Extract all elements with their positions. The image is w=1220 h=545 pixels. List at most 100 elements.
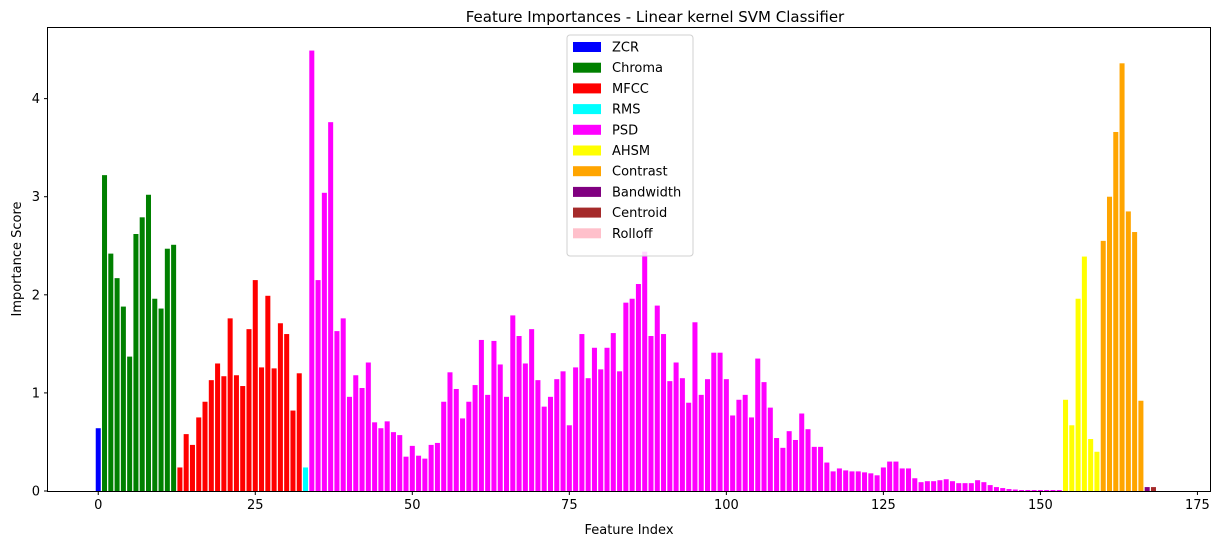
x-tick-label: 0 <box>94 498 102 513</box>
bar-mfcc-32 <box>296 373 302 491</box>
legend-swatch-chroma <box>573 62 601 73</box>
bar-psd-59 <box>466 401 472 491</box>
y-axis-ticks: 0 1 2 3 4 <box>32 92 48 500</box>
bar-psd-148 <box>1025 490 1031 491</box>
legend-label-mfcc: MFCC <box>612 82 649 97</box>
legend: ZCR Chroma MFCC RMS PSD AHSM Contrast Bandwidth… <box>566 34 694 257</box>
bar-psd-106 <box>761 382 767 491</box>
bar-psd-111 <box>792 439 798 491</box>
bar-psd-54 <box>434 442 440 491</box>
x-tick-label: 25 <box>247 498 264 513</box>
bar-psd-105 <box>755 358 761 491</box>
bar-psd-129 <box>906 468 912 491</box>
bar-psd-141 <box>981 482 987 491</box>
legend-label-zcr: ZCR <box>612 41 639 56</box>
bar-psd-132 <box>924 481 930 491</box>
bar-mfcc-19 <box>215 363 221 491</box>
bar-psd-34 <box>309 50 315 492</box>
bar-psd-109 <box>780 447 786 491</box>
bar-chroma-4 <box>120 306 126 491</box>
bar-psd-70 <box>535 380 541 491</box>
x-tick-label: 100 <box>714 498 739 513</box>
bar-psd-126 <box>887 461 893 491</box>
bar-chroma-3 <box>114 278 120 491</box>
bar-psd-79 <box>591 347 597 491</box>
bar-psd-113 <box>805 429 811 491</box>
bar-psd-66 <box>510 315 516 491</box>
bar-chroma-11 <box>164 248 170 491</box>
bar-psd-108 <box>774 438 780 491</box>
legend-swatch-bandwidth <box>573 186 601 197</box>
bar-psd-96 <box>698 394 704 491</box>
bar-mfcc-16 <box>196 417 202 491</box>
bar-psd-81 <box>604 347 610 491</box>
bar-psd-95 <box>692 322 698 491</box>
bar-psd-52 <box>422 458 428 491</box>
bar-psd-60 <box>472 385 478 491</box>
y-axis-label: Importance Score <box>10 201 25 316</box>
bar-chroma-9 <box>152 298 158 491</box>
bar-psd-107 <box>767 407 773 491</box>
y-tick-label: 2 <box>32 288 40 303</box>
bar-psd-143 <box>993 487 999 491</box>
bar-psd-48 <box>397 435 403 491</box>
bar-psd-41 <box>353 375 359 491</box>
bar-rms-33 <box>303 467 309 491</box>
legend-swatch-ahsm <box>573 145 601 156</box>
bar-psd-38 <box>334 331 340 491</box>
bar-psd-145 <box>1006 489 1012 491</box>
bar-psd-115 <box>818 446 824 491</box>
bar-chroma-8 <box>145 194 151 491</box>
y-tick-label: 1 <box>32 386 40 401</box>
bar-psd-84 <box>623 302 629 491</box>
bar-psd-118 <box>836 468 842 491</box>
bar-psd-146 <box>1012 489 1018 491</box>
bar-chroma-6 <box>133 234 139 491</box>
bar-psd-149 <box>1031 490 1037 491</box>
bar-psd-110 <box>786 431 792 491</box>
bar-psd-51 <box>416 455 422 491</box>
plot-frame <box>47 27 1211 492</box>
bar-psd-85 <box>629 298 635 491</box>
bar-psd-40 <box>346 396 352 491</box>
bar-chroma-1 <box>102 175 108 491</box>
y-tick-label: 3 <box>32 190 40 205</box>
bar-mfcc-21 <box>227 318 233 491</box>
bar-psd-150 <box>1037 490 1043 491</box>
bar-mfcc-31 <box>290 410 296 491</box>
legend-swatch-centroid <box>573 207 601 218</box>
bar-bandwidth-167 <box>1144 487 1150 491</box>
bar-mfcc-15 <box>189 444 195 491</box>
bar-psd-37 <box>328 122 334 492</box>
bar-psd-125 <box>880 467 886 491</box>
bar-psd-74 <box>560 371 566 491</box>
bar-psd-121 <box>855 471 861 491</box>
legend-swatch-mfcc <box>573 83 601 94</box>
bar-psd-101 <box>730 415 736 491</box>
bar-mfcc-20 <box>221 376 227 491</box>
legend-swatch-psd <box>573 124 601 135</box>
bar-mfcc-25 <box>252 280 258 491</box>
y-tick-label: 4 <box>32 92 40 107</box>
bar-psd-151 <box>1044 490 1050 491</box>
bar-psd-128 <box>899 468 905 491</box>
bar-psd-120 <box>849 471 855 491</box>
x-tick-label: 50 <box>404 498 421 513</box>
bar-psd-135 <box>943 479 949 491</box>
bar-contrast-164 <box>1125 211 1131 491</box>
bar-psd-114 <box>811 446 817 491</box>
bar-psd-87 <box>642 251 648 491</box>
bar-psd-71 <box>541 406 547 491</box>
bar-contrast-166 <box>1138 400 1144 491</box>
bar-psd-76 <box>573 367 579 491</box>
bar-psd-45 <box>378 428 384 491</box>
bar-mfcc-14 <box>183 434 189 491</box>
bar-psd-55 <box>441 401 447 491</box>
bar-psd-65 <box>504 396 510 491</box>
bar-contrast-162 <box>1113 131 1119 492</box>
bars-group <box>95 50 1156 492</box>
bar-mfcc-17 <box>202 401 208 491</box>
bar-psd-57 <box>453 388 459 491</box>
x-tick-label: 150 <box>1028 498 1053 513</box>
bar-psd-73 <box>554 379 560 491</box>
